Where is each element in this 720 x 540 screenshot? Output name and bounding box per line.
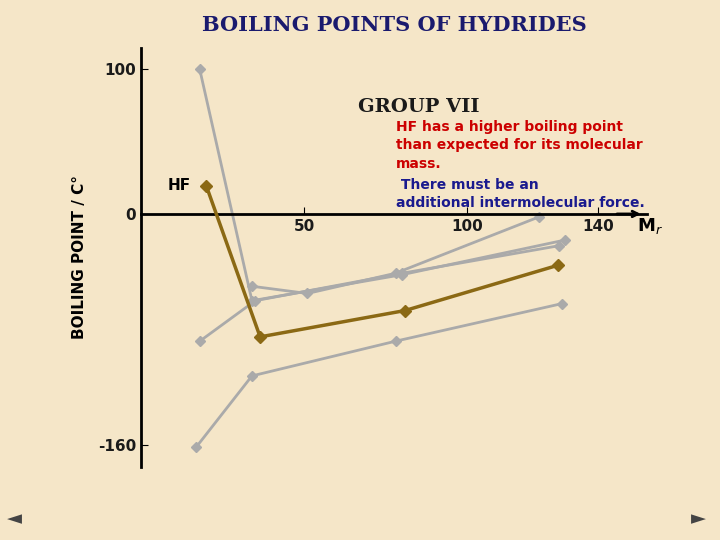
Y-axis label: BOILING POINT / C°: BOILING POINT / C° (72, 176, 87, 339)
Text: GROUP VII: GROUP VII (358, 98, 479, 116)
Text: HF: HF (167, 178, 191, 193)
Text: HF has a higher boiling point
than expected for its molecular
mass.: HF has a higher boiling point than expec… (395, 120, 642, 171)
Title: BOILING POINTS OF HYDRIDES: BOILING POINTS OF HYDRIDES (202, 15, 586, 35)
Text: M$_r$: M$_r$ (637, 215, 663, 235)
Text: There must be an
additional intermolecular force.: There must be an additional intermolecul… (395, 178, 644, 210)
Text: ◄: ◄ (7, 509, 22, 528)
Text: ►: ► (691, 509, 706, 528)
